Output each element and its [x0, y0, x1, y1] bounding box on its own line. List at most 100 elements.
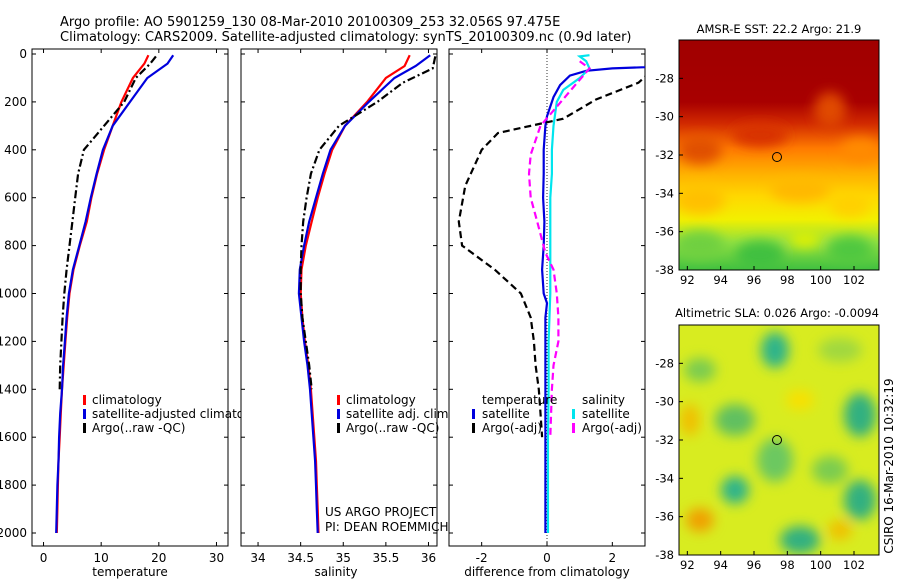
- sla-argo-marker: [772, 435, 782, 445]
- depth-tick-labels: 0 200 400 600 800 1000 1200 1400 1600 1800 2000: [0, 47, 27, 540]
- legend-swatch: [472, 423, 475, 433]
- timestamp-stamp: CSIRO 16-Mar-2010 10:32:19: [882, 378, 896, 553]
- temperature-panel: 0 200 400 600 800 1000 1200 1400 1600 1800 2000 0 1…: [0, 47, 270, 579]
- map-y-tick-label: -36: [655, 510, 674, 524]
- depth-tick-label: 1200: [0, 334, 27, 348]
- map-x-tick-label: 96: [747, 273, 762, 287]
- legend-swatch: [572, 409, 575, 419]
- depth-tick-label: 1800: [0, 478, 27, 492]
- x-tick-label: 35.5: [373, 551, 400, 565]
- legend-swatch: [337, 409, 340, 419]
- difference-legend: temperaturesatelliteArgo(-adj)salinitysa…: [472, 393, 642, 435]
- depth-tick-label: 800: [4, 239, 27, 253]
- difference-series: [457, 54, 645, 533]
- series-line-temperature-argo-adj-: [457, 64, 645, 438]
- sst-lon-tick-labels: 92 94 96 98 100 102: [680, 266, 865, 287]
- depth-tick-label: 1000: [0, 287, 27, 301]
- sla-map-title: Altimetric SLA: 0.026 Argo: -0.0094: [675, 306, 879, 320]
- x-tick-label: -2: [476, 551, 488, 565]
- map-y-tick-label: -38: [655, 548, 674, 562]
- legend-group-title: salinity: [582, 393, 625, 407]
- temperature-axes-frame: [31, 48, 229, 547]
- depth-tick-label: 200: [4, 95, 27, 109]
- difference-panel: -2 0 2 difference from climatology tempera…: [448, 48, 646, 579]
- temperature-xlabel: temperature: [92, 565, 167, 579]
- map-x-tick-label: 102: [843, 558, 865, 572]
- map-x-tick-label: 98: [780, 273, 795, 287]
- x-tick-label: 20: [151, 551, 166, 565]
- sla-map-panel: Altimetric SLA: 0.026 Argo: -0.0094: [655, 306, 880, 572]
- depth-tick-label: 2000: [0, 526, 27, 540]
- series-line-argo-raw-qc-: [299, 56, 437, 390]
- map-y-tick-label: -32: [655, 148, 674, 162]
- series-line-argo-raw-qc-: [58, 55, 157, 390]
- sst-map-image: [679, 40, 879, 270]
- header-line-1: Argo profile: AO 5901259_130 08-Mar-2010…: [60, 15, 560, 30]
- legend-label: satellite: [582, 407, 630, 421]
- depth-tick-label: 0: [19, 47, 27, 61]
- x-tick-label: 0: [40, 551, 48, 565]
- legend-label: satellite adj. clim.: [346, 407, 452, 421]
- x-tick-label: 36: [421, 551, 436, 565]
- salinity-panel: 34 34.5 35 35.5 36 salinity climatologysatel…: [240, 48, 452, 579]
- legend-swatch: [83, 409, 86, 419]
- sla-lon-tick-labels: 92 94 96 98 100 102: [680, 551, 865, 572]
- sst-map-panel: AMSR-E SST: 22.2 Argo: 21.9 92 94 96 98 100 1…: [655, 22, 880, 287]
- difference-tick-labels: -2 0 2: [449, 49, 645, 565]
- legend-label: climatology: [346, 393, 416, 407]
- salinity-xlabel: salinity: [314, 565, 357, 579]
- x-tick-label: 34: [250, 551, 265, 565]
- map-y-tick-label: -38: [655, 263, 674, 277]
- depth-tick-label: 1400: [0, 382, 27, 396]
- map-y-tick-label: -34: [655, 471, 674, 485]
- x-tick-label: 34.5: [287, 551, 314, 565]
- difference-xlabel: difference from climatology: [464, 565, 630, 579]
- map-y-tick-label: -28: [655, 356, 674, 370]
- map-x-tick-label: 96: [747, 558, 762, 572]
- x-tick-label: 35: [336, 551, 351, 565]
- legend-label: satellite-adjusted climatology: [92, 407, 270, 421]
- header-line-2: Climatology: CARS2009. Satellite-adjuste…: [60, 30, 632, 45]
- pi-credit: PI: DEAN ROEMMICH: [325, 520, 448, 534]
- x-tick-label: 10: [94, 551, 109, 565]
- map-x-tick-label: 94: [713, 273, 728, 287]
- temperature-series: [55, 54, 175, 534]
- map-x-tick-label: 98: [780, 558, 795, 572]
- project-credit: US ARGO PROJECT: [325, 505, 437, 519]
- map-y-tick-label: -30: [655, 110, 674, 124]
- map-y-tick-label: -36: [655, 225, 674, 239]
- sst-map-title: AMSR-E SST: 22.2 Argo: 21.9: [697, 22, 862, 36]
- legend-swatch: [472, 409, 475, 419]
- sst-argo-marker: [772, 152, 782, 162]
- salinity-tick-labels: 34 34.5 35 35.5 36: [241, 49, 437, 565]
- legend-label: Argo(-adj): [482, 421, 542, 435]
- depth-tick-label: 400: [4, 143, 27, 157]
- depth-tick-label: 1600: [0, 430, 27, 444]
- sla-map-image: [679, 325, 879, 555]
- series-line-satellite-adjusted-climatology: [55, 54, 175, 534]
- legend-label: Argo(..raw -QC): [92, 421, 185, 435]
- depth-tick-label: 600: [4, 191, 27, 205]
- legend-label: climatology: [92, 393, 162, 407]
- map-x-tick-label: 94: [713, 558, 728, 572]
- map-x-tick-label: 100: [810, 558, 832, 572]
- legend-group-title: temperature: [482, 393, 557, 407]
- sla-lat-tick-labels: -28 -30 -32 -34 -36 -38: [655, 356, 683, 562]
- map-y-tick-label: -30: [655, 395, 674, 409]
- legend-swatch: [572, 423, 575, 433]
- salinity-axes-frame: [240, 48, 438, 547]
- x-tick-label: 30: [209, 551, 224, 565]
- map-x-tick-label: 92: [680, 273, 695, 287]
- legend-swatch: [83, 395, 86, 405]
- map-y-tick-label: -34: [655, 186, 674, 200]
- legend-label: Argo(..raw -QC): [346, 421, 439, 435]
- map-x-tick-label: 102: [843, 273, 865, 287]
- legend-swatch: [83, 423, 86, 433]
- temperature-tick-labels: 0 10 20 30: [32, 49, 228, 565]
- salinity-series: [297, 54, 437, 534]
- legend-label: Argo(-adj): [582, 421, 642, 435]
- map-x-tick-label: 92: [680, 558, 695, 572]
